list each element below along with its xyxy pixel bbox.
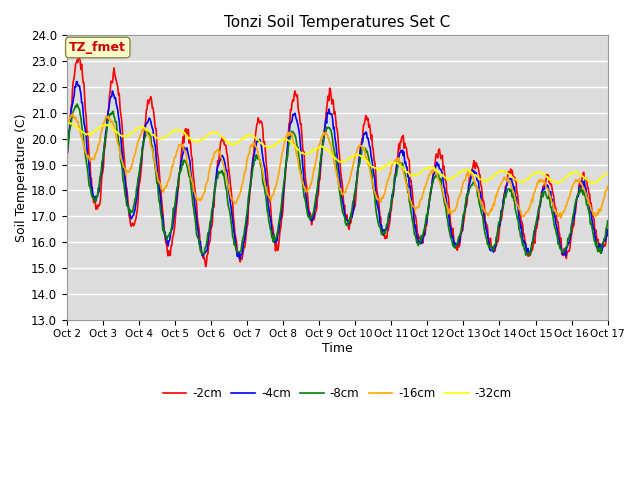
Line: -4cm: -4cm: [67, 82, 608, 259]
-32cm: [382, 163, 390, 168]
-16cm: [557, 215, 565, 221]
Title: Tonzi Soil Temperatures Set C: Tonzi Soil Temperatures Set C: [224, 15, 451, 30]
-16cm: [382, 184, 390, 190]
Text: TZ_fmet: TZ_fmet: [69, 41, 126, 54]
-2cm: [182, 126, 190, 132]
-16cm: [604, 183, 612, 189]
-2cm: [206, 238, 214, 243]
Line: -16cm: -16cm: [67, 114, 608, 218]
-16cm: [330, 156, 337, 161]
-16cm: [435, 178, 443, 184]
-2cm: [556, 231, 563, 237]
-8cm: [527, 252, 534, 258]
Line: -8cm: -8cm: [67, 104, 608, 255]
-2cm: [604, 232, 612, 238]
-4cm: [236, 256, 243, 262]
-8cm: [382, 226, 390, 231]
-8cm: [604, 218, 612, 224]
-4cm: [63, 154, 70, 159]
-16cm: [63, 123, 70, 129]
-32cm: [182, 132, 190, 138]
Line: -32cm: -32cm: [67, 123, 608, 183]
-32cm: [63, 122, 70, 128]
-32cm: [64, 120, 72, 126]
-2cm: [383, 235, 390, 241]
-2cm: [63, 152, 70, 158]
Line: -2cm: -2cm: [67, 56, 608, 266]
-32cm: [330, 154, 337, 160]
-4cm: [436, 166, 444, 172]
-4cm: [205, 229, 213, 235]
-8cm: [330, 144, 337, 149]
-2cm: [436, 151, 444, 156]
Y-axis label: Soil Temperature (C): Soil Temperature (C): [15, 113, 28, 242]
-4cm: [383, 227, 390, 233]
-8cm: [435, 177, 443, 183]
-8cm: [63, 153, 70, 158]
-32cm: [604, 170, 612, 176]
-4cm: [330, 124, 338, 130]
-4cm: [182, 147, 190, 153]
-16cm: [68, 111, 76, 117]
-4cm: [604, 227, 612, 232]
X-axis label: Time: Time: [322, 342, 353, 355]
-16cm: [182, 152, 190, 157]
-8cm: [205, 226, 213, 231]
Legend: -2cm, -4cm, -8cm, -16cm, -32cm: -2cm, -4cm, -8cm, -16cm, -32cm: [158, 382, 516, 405]
-2cm: [75, 53, 83, 59]
-32cm: [555, 180, 563, 186]
-4cm: [74, 79, 81, 84]
-8cm: [74, 101, 81, 107]
-32cm: [435, 171, 443, 177]
-4cm: [556, 240, 563, 245]
-8cm: [556, 244, 563, 250]
-32cm: [205, 131, 213, 136]
-2cm: [202, 264, 209, 269]
-2cm: [330, 111, 338, 117]
-8cm: [182, 160, 190, 166]
-16cm: [205, 167, 213, 173]
-16cm: [555, 212, 563, 218]
-32cm: [588, 180, 595, 186]
